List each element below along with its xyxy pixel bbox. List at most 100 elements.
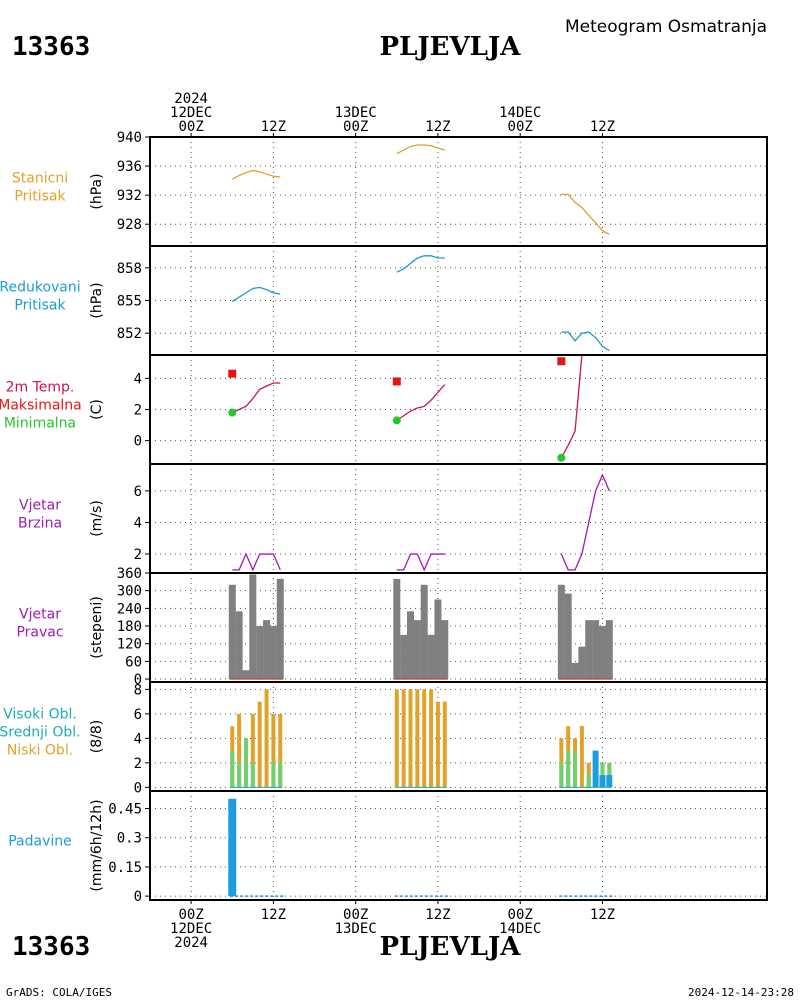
low-cloud-bar xyxy=(257,701,262,788)
direction-bar xyxy=(578,646,586,680)
y-tick-label: 852 xyxy=(117,326,142,342)
low-cloud-bar xyxy=(394,689,399,788)
panel-label: Visoki Obl. xyxy=(3,707,77,723)
bottom-tick-label: 00Z xyxy=(178,907,203,923)
mid-cloud-bar xyxy=(559,762,564,788)
direction-bar xyxy=(441,620,449,680)
direction-bar xyxy=(413,620,421,680)
top-tick-label: 00Z xyxy=(508,119,533,135)
direction-bar xyxy=(242,670,250,680)
series-line xyxy=(561,331,610,352)
series-line xyxy=(396,553,445,572)
footer-timestamp: 2024-12-14-23:28 xyxy=(688,986,794,999)
direction-bar xyxy=(256,626,264,680)
direction-bar xyxy=(420,584,428,680)
bottom-tick-label: 12Z xyxy=(261,907,286,923)
bottom-tick-label: 12Z xyxy=(590,907,615,923)
tmin-marker xyxy=(392,416,401,425)
panel-label: Maksimalna xyxy=(0,398,82,414)
y-tick-label: 120 xyxy=(117,637,142,653)
panel-label: Pravac xyxy=(16,625,63,641)
series-line xyxy=(560,354,583,459)
mid-cloud-bar xyxy=(573,750,578,788)
y-tick-label: 180 xyxy=(117,619,142,635)
series-line xyxy=(396,144,445,155)
panel-label: Pritisak xyxy=(14,298,66,314)
station-id-top: 13363 xyxy=(12,32,90,62)
panel-frame xyxy=(149,354,768,465)
low-cloud-bar xyxy=(442,701,447,788)
panel-reduced_pressure: 852 855 858 Redukovani Pritisak (hPa) xyxy=(0,245,768,356)
high-cloud-bar xyxy=(606,775,613,788)
y-tick-label: 0.45 xyxy=(108,802,142,818)
panel-station_pressure: 928 932 936 940 Stanicni Pritisak (hPa) xyxy=(12,130,768,247)
bottom-tick-label: 12DEC xyxy=(170,921,212,937)
y-tick-label: 940 xyxy=(117,130,142,146)
y-tick-label: 6 xyxy=(134,484,142,500)
top-tick-label: 12DEC xyxy=(170,105,212,121)
y-tick-label: 2 xyxy=(134,403,142,419)
y-tick-label: 936 xyxy=(117,159,142,175)
y-tick-label: 0 xyxy=(134,780,142,796)
panel-label: Stanicni xyxy=(12,171,68,187)
y-tick-label: 0 xyxy=(134,672,142,688)
panel-label: 2m Temp. xyxy=(6,380,75,396)
series-line xyxy=(232,552,281,572)
top-tick-label: 14DEC xyxy=(499,105,541,121)
bottom-tick-label: 12Z xyxy=(425,907,450,923)
panel-label: Niski Obl. xyxy=(7,743,73,759)
direction-bar xyxy=(434,599,442,680)
low-cloud-bar xyxy=(264,689,269,788)
unit-label: (8/8) xyxy=(89,720,105,753)
precip-bar xyxy=(228,798,237,897)
series-line xyxy=(231,382,281,414)
y-tick-label: 8 xyxy=(134,682,142,698)
y-tick-label: 0.15 xyxy=(108,860,142,876)
top-tick-label: 00Z xyxy=(343,119,368,135)
mid-cloud-bar xyxy=(271,762,276,788)
high-cloud-bar xyxy=(592,750,599,788)
mid-cloud-bar xyxy=(230,750,235,788)
low-cloud-bar xyxy=(408,689,413,788)
tmin-marker xyxy=(557,453,566,462)
unit-label: (hPa) xyxy=(89,282,105,318)
bottom-tick-label: 00Z xyxy=(508,907,533,923)
mid-cloud-bar xyxy=(566,750,571,788)
tmin-marker xyxy=(228,408,237,417)
high-cloud-bar xyxy=(599,775,606,788)
mid-cloud-bar xyxy=(250,762,255,788)
direction-bar xyxy=(605,620,613,680)
low-cloud-bar xyxy=(415,689,420,788)
direction-bar xyxy=(249,574,257,680)
direction-bar xyxy=(585,620,593,680)
low-cloud-bar xyxy=(429,689,434,788)
y-tick-label: 240 xyxy=(117,601,142,617)
y-tick-label: 855 xyxy=(117,294,142,310)
y-tick-label: 928 xyxy=(117,217,142,233)
low-cloud-bar xyxy=(237,713,242,788)
y-tick-label: 300 xyxy=(117,584,142,600)
direction-bar xyxy=(427,634,435,680)
panel-clouds: 0 2 4 6 8 Visoki Obl. Srednji Obl. Niski Obl. (8… xyxy=(0,681,768,796)
tmax-marker xyxy=(392,377,401,386)
tmax-marker xyxy=(557,357,566,366)
y-tick-label: 0 xyxy=(134,434,142,450)
panel-label: Pritisak xyxy=(14,189,66,205)
y-tick-label: 4 xyxy=(134,515,142,531)
direction-bar xyxy=(407,611,415,680)
y-tick-label: 932 xyxy=(117,188,142,204)
station-name-bottom: PLJEVLJA xyxy=(380,932,522,962)
direction-bar xyxy=(235,611,243,680)
footer-credit: GrADS: COLA/IGES xyxy=(6,986,112,999)
direction-bar xyxy=(269,626,277,680)
station-name-top: PLJEVLJA xyxy=(380,32,522,62)
direction-bar xyxy=(557,584,565,680)
direction-bar xyxy=(400,634,408,680)
low-cloud-bar xyxy=(435,701,440,788)
bottom-tick-label: 00Z xyxy=(343,907,368,923)
y-tick-label: 0.3 xyxy=(117,831,142,847)
low-cloud-bar xyxy=(401,689,406,788)
